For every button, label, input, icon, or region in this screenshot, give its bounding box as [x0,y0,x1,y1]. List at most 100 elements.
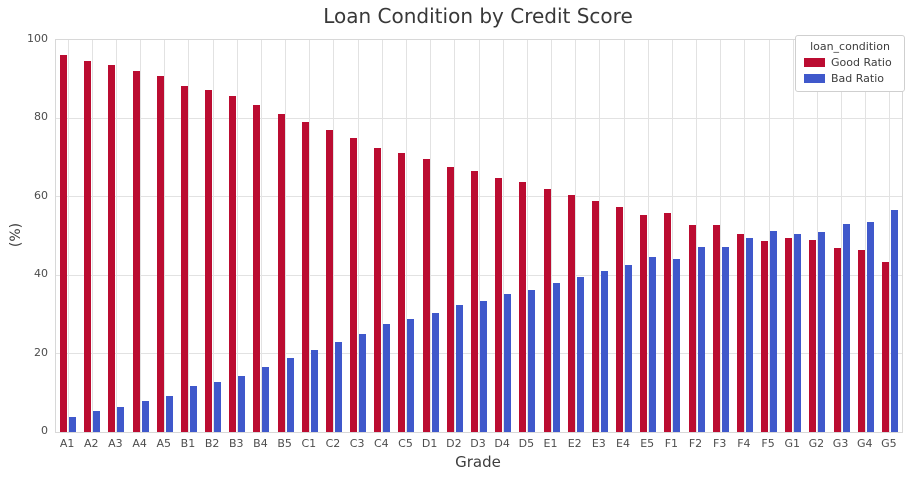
bar-bad-C3 [359,334,367,432]
bar-bad-G1 [794,234,802,432]
gridline-x-D3 [478,40,480,432]
x-tick-label-D3: D3 [470,437,486,450]
gridline-x-G3 [841,40,843,432]
x-tick-label-E1: E1 [543,437,558,450]
gridline-x-B4 [260,40,262,432]
bar-bad-F1 [673,259,681,432]
x-tick-label-C4: C4 [373,437,389,450]
legend-item-good-ratio: Good Ratio [804,56,896,69]
gridline-x-F2 [696,40,698,432]
bar-good-E3 [591,200,599,432]
bad-ratio-swatch [804,74,825,83]
bar-bad-F5 [770,230,778,432]
bar-bad-C1 [310,349,318,432]
bar-good-B1 [180,85,188,432]
bar-good-F3 [712,225,720,432]
x-tick-label-G3: G3 [832,437,849,450]
bar-bad-E4 [625,265,633,432]
bar-good-F5 [761,241,769,432]
y-tick-label-60: 60 [34,188,48,202]
legend-item-bad-ratio: Bad Ratio [804,72,896,85]
gridline-x-E2 [575,40,577,432]
bar-good-A3 [108,65,116,432]
x-tick-label-B4: B4 [253,437,268,450]
bar-bad-C5 [407,318,415,432]
x-tick-label-B5: B5 [277,437,292,450]
gridline-x-C1 [309,40,311,432]
x-tick-label-F3: F3 [713,437,727,450]
x-tick-label-A4: A4 [132,437,147,450]
gridline-x-C4 [381,40,383,432]
bar-bad-E5 [649,256,657,432]
gridline-x-C3 [357,40,359,432]
x-tick-label-G1: G1 [784,437,800,450]
bar-bad-F3 [721,246,729,432]
bar-good-C2 [325,130,333,432]
bar-bad-G2 [818,232,826,432]
x-tick-label-E5: E5 [640,437,655,450]
x-tick-label-F5: F5 [761,437,775,450]
gridline-x-G5 [889,40,891,432]
x-tick-label-A5: A5 [156,437,172,450]
bar-bad-B1 [189,386,197,432]
bar-good-E1 [543,189,551,432]
x-tick-label-B1: B1 [180,437,196,450]
x-tick-label-D5: D5 [518,437,535,450]
bar-good-C3 [350,138,358,432]
x-tick-label-A2: A2 [83,437,99,450]
bar-bad-B5 [286,358,294,432]
gridline-x-D4 [502,40,504,432]
x-tick-label-B2: B2 [204,437,220,450]
bar-bad-D3 [480,300,487,432]
bar-bad-F2 [697,247,705,432]
bar-good-A1 [60,55,68,432]
bar-good-D2 [446,166,454,432]
bar-good-E5 [640,215,648,432]
x-tick-label-F4: F4 [737,437,751,450]
x-tick-label-G4: G4 [856,437,873,450]
bar-good-F2 [688,224,696,432]
x-tick-label-A3: A3 [108,437,123,450]
bar-bad-A2 [93,410,101,432]
legend-items: Good Ratio Bad Ratio [804,56,896,85]
y-tick-label-100: 100 [27,32,48,45]
gridline-x-B2 [212,40,214,432]
bar-good-E4 [616,206,624,432]
bar-good-F4 [736,234,744,432]
bar-good-B3 [229,96,237,432]
bar-good-A2 [84,61,92,432]
y-tick-label-40: 40 [34,267,48,281]
bar-good-G5 [881,261,889,432]
x-tick-label-C3: C3 [349,437,365,450]
gridline-x-A1 [67,40,69,432]
bar-good-F1 [664,212,672,432]
x-tick-label-B3: B3 [229,437,244,450]
x-tick-label-A1: A1 [59,437,75,450]
gridline-x-E4 [623,40,625,432]
bar-good-C4 [374,148,382,432]
x-tick-label-E2: E2 [567,437,582,450]
bar-good-B4 [253,105,261,432]
bar-good-D1 [422,158,430,432]
x-tick-label-G2: G2 [808,437,825,450]
gridline-x-E1 [551,40,552,432]
bar-bad-G4 [866,222,874,432]
bar-bad-B2 [214,381,222,432]
bar-bad-D1 [431,313,439,432]
bar-good-C1 [301,122,309,432]
bar-bad-D5 [528,289,536,432]
bar-good-A4 [132,70,140,432]
gridline-x-A4 [140,40,142,432]
bar-bad-A4 [141,401,149,432]
bar-good-B5 [277,113,285,432]
gridline-x-B3 [236,40,238,432]
gridline-x-A5 [164,40,166,432]
bar-good-D4 [495,177,503,432]
bar-bad-G5 [890,210,898,432]
gridline-x-D1 [430,40,432,432]
x-tick-label-D1: D1 [421,437,438,450]
bar-bad-C4 [383,323,391,432]
bar-bad-A5 [165,395,173,432]
bar-bad-G3 [842,224,850,432]
